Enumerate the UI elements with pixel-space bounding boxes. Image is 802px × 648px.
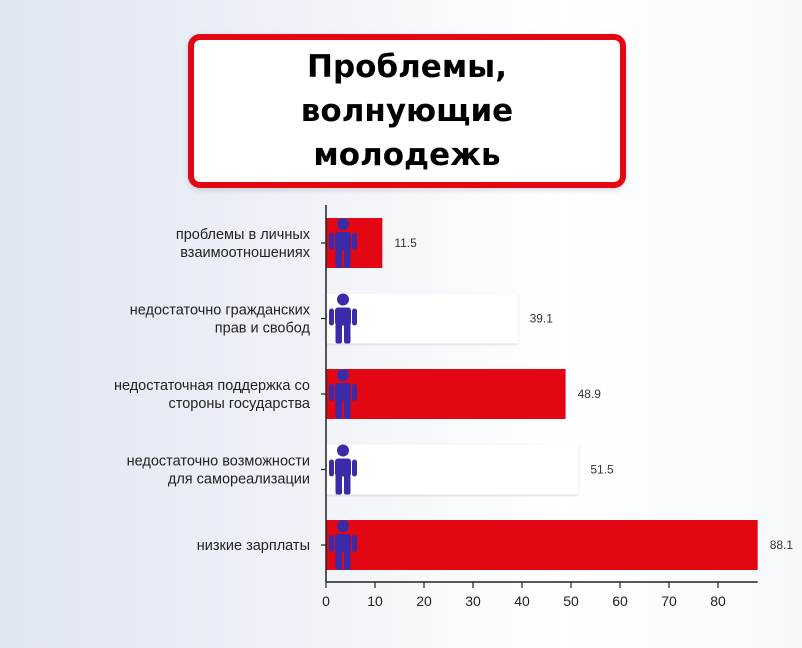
x-tick-label-4: 40	[514, 593, 530, 609]
chart-title: Проблемы, волнующие молодежь	[300, 49, 514, 173]
x-tick-label-3: 30	[465, 593, 481, 609]
category-label-3-0: недостаточно возможности	[127, 454, 310, 470]
category-label-2-0: недостаточная поддержка со	[114, 378, 310, 394]
person-icon	[329, 369, 357, 419]
bar-1	[326, 293, 518, 344]
bar-2	[326, 369, 566, 419]
x-tick-label-5: 50	[563, 593, 579, 609]
value-label-3: 51.5	[590, 463, 614, 477]
category-label-4-0: низкие зарплаты	[197, 538, 310, 554]
x-tick-label-2: 20	[416, 593, 432, 609]
x-tick-label-1: 10	[367, 593, 383, 609]
bars-layer	[326, 218, 758, 570]
category-label-1-0: недостаточно гражданских	[130, 303, 311, 319]
bar-4	[326, 520, 758, 570]
person-icon	[329, 444, 357, 495]
x-tick-label-7: 70	[661, 593, 677, 609]
value-label-2: 48.9	[578, 387, 602, 401]
category-label-1-1: прав и свобод	[215, 321, 311, 337]
category-label-2-1: стороны государства	[168, 396, 310, 412]
category-label-0-0: проблемы в личных	[176, 227, 311, 243]
x-tick-label-0: 0	[322, 593, 330, 609]
labels-layer: 11.5 проблемы в личных взаимоотношениях 39.…	[114, 227, 793, 554]
x-tick-label-8: 80	[710, 593, 726, 609]
icons-layer	[329, 218, 357, 570]
title-box: Проблемы, волнующие молодежь	[188, 34, 626, 188]
person-icon	[329, 293, 357, 344]
axis-layer: 0 10 20 30 40 50 60 70 80	[321, 205, 758, 609]
value-label-0: 11.5	[394, 236, 417, 250]
value-label-4: 88.1	[770, 538, 794, 552]
person-icon	[329, 520, 357, 570]
person-icon	[329, 218, 357, 268]
category-label-0-1: взаимоотношениях	[180, 245, 310, 261]
x-tick-label-6: 60	[612, 593, 628, 609]
category-label-3-1: для самореализации	[168, 472, 310, 488]
bar-3	[326, 444, 579, 495]
value-label-1: 39.1	[530, 312, 554, 326]
